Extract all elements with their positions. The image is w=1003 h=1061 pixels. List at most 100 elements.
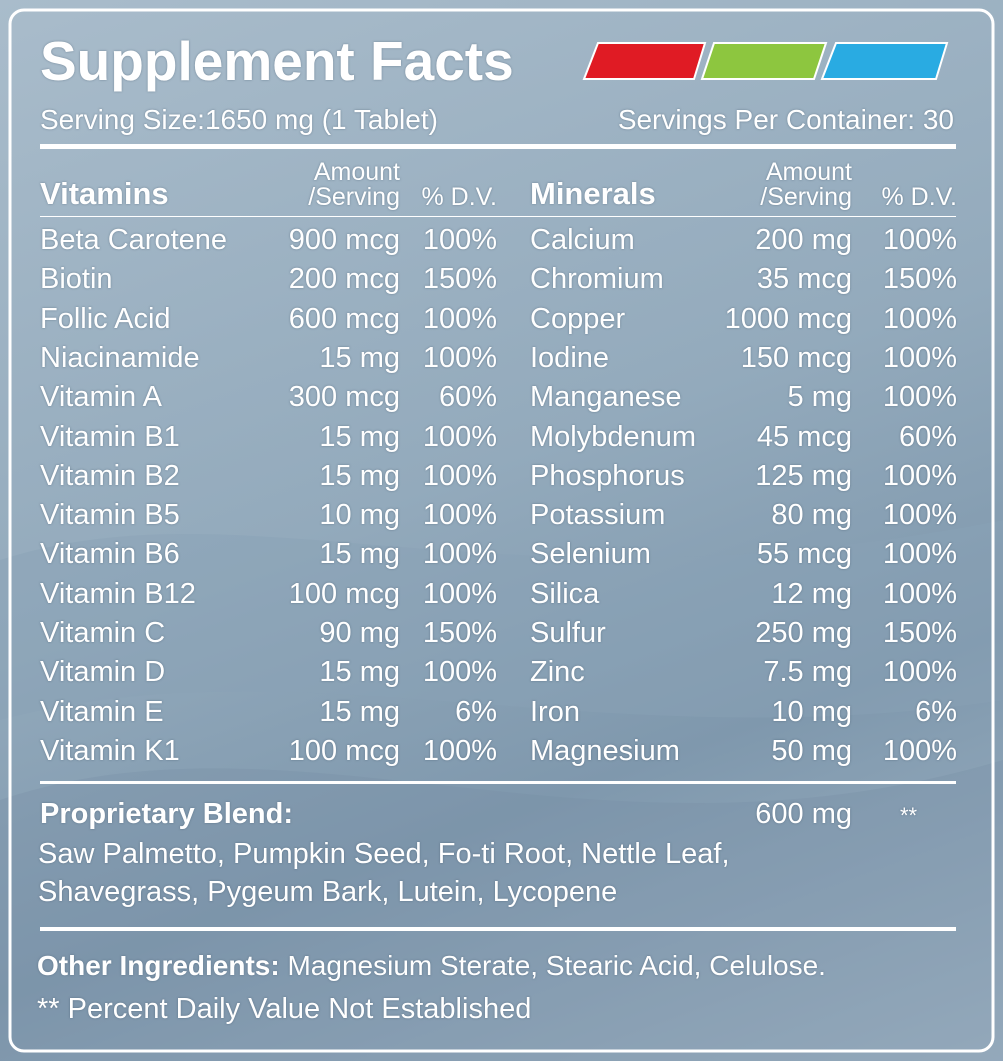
- nutrient-dv: 150%: [422, 617, 497, 649]
- nutrient-dv: 150%: [422, 263, 497, 296]
- nutrient-dv: 100%: [882, 499, 957, 532]
- nutrient-amount: 15 mg: [319, 459, 400, 492]
- section-heading: Minerals: [530, 176, 656, 211]
- serving-size: Serving Size:1650 mg (1 Tablet): [40, 104, 438, 135]
- nutrient-amount: 100 mcg: [288, 734, 400, 767]
- nutrient-dv: 6%: [915, 695, 957, 728]
- nutrient-dv: 100%: [422, 224, 497, 256]
- nutrient-dv: 150%: [882, 617, 957, 649]
- other-text: Magnesium Sterate, Stearic Acid, Celulos…: [287, 950, 826, 981]
- nutrient-amount: 150 mcg: [740, 341, 852, 374]
- other-label: Other Ingredients:: [37, 950, 280, 981]
- nutrient-amount: 7.5 mg: [763, 656, 852, 689]
- servings-per-container: Servings Per Container: 30: [617, 104, 954, 135]
- nutrient-amount: 300 mcg: [288, 381, 400, 414]
- nutrient-name: Manganese: [530, 381, 682, 414]
- nutrient-name: Vitamin B1: [40, 420, 180, 453]
- nutrient-amount: 50 mg: [771, 734, 852, 767]
- rule: [40, 144, 956, 149]
- nutrient-dv: 100%: [422, 734, 497, 767]
- nutrient-dv: 100%: [422, 577, 497, 610]
- title: Supplement Facts: [40, 30, 514, 92]
- nutrient-amount: 200 mcg: [288, 263, 400, 296]
- nutrient-name: Zinc: [530, 656, 585, 689]
- nutrient-name: Follic Acid: [40, 302, 171, 335]
- nutrient-amount: 15 mg: [319, 695, 400, 728]
- nutrient-amount: 250 mg: [755, 617, 852, 649]
- nutrient-amount: 15 mg: [319, 341, 400, 374]
- nutrient-name: Selenium: [530, 538, 651, 571]
- nutrient-name: Vitamin B6: [40, 538, 180, 571]
- nutrient-name: Niacinamide: [40, 341, 200, 374]
- nutrient-amount: 100 mcg: [288, 577, 400, 610]
- nutrient-name: Silica: [530, 577, 600, 610]
- nutrient-dv: 150%: [882, 263, 957, 296]
- nutrient-amount: 10 mg: [771, 695, 852, 728]
- nutrient-amount: 600 mcg: [288, 302, 400, 335]
- nutrient-name: Biotin: [40, 263, 113, 296]
- nutrient-name: Molybdenum: [530, 420, 697, 453]
- nutrient-dv: 100%: [882, 459, 957, 492]
- nutrient-name: Chromium: [530, 263, 664, 296]
- nutrient-amount: 1000 mcg: [724, 302, 852, 335]
- nutrient-name: Iodine: [530, 341, 610, 374]
- nutrient-amount: 80 mg: [771, 499, 852, 532]
- blend-label: Proprietary Blend:: [40, 798, 293, 830]
- nutrient-dv: 100%: [422, 656, 497, 689]
- amount-heading: /Serving: [308, 183, 400, 211]
- nutrient-dv: 100%: [422, 302, 497, 335]
- nutrient-dv: 100%: [422, 341, 497, 374]
- blend-ingredients: Shavegrass, Pygeum Bark, Lutein, Lycopen…: [38, 876, 618, 908]
- nutrient-dv: 100%: [422, 499, 497, 532]
- nutrient-name: Copper: [530, 302, 626, 335]
- nutrient-amount: 15 mg: [319, 420, 400, 453]
- amount-heading: Amount: [313, 158, 400, 186]
- nutrient-name: Vitamin B5: [40, 499, 180, 532]
- rule: [40, 216, 956, 217]
- nutrient-amount: 900 mcg: [288, 224, 400, 256]
- nutrient-name: Phosphorus: [530, 459, 685, 492]
- nutrient-dv: 100%: [882, 381, 957, 414]
- nutrient-name: Vitamin B12: [40, 577, 196, 610]
- nutrient-dv: 100%: [882, 577, 957, 610]
- nutrient-dv: 100%: [422, 420, 497, 453]
- amount-heading: /Serving: [760, 183, 852, 211]
- footnote: ** Percent Daily Value Not Established: [37, 993, 532, 1025]
- rule: [40, 927, 956, 931]
- rule: [40, 781, 956, 784]
- amount-heading: Amount: [765, 158, 852, 186]
- nutrient-dv: 100%: [422, 538, 497, 571]
- nutrient-name: Potassium: [530, 499, 666, 532]
- nutrient-dv: 100%: [882, 224, 957, 256]
- nutrient-name: Vitamin K1: [40, 734, 180, 767]
- nutrient-amount: 55 mcg: [756, 538, 852, 571]
- nutrient-name: Iron: [530, 695, 580, 728]
- dv-heading: % D.V.: [881, 183, 957, 211]
- nutrient-name: Magnesium: [530, 734, 680, 767]
- nutrient-name: Vitamin C: [40, 617, 166, 649]
- nutrient-amount: 12 mg: [771, 577, 852, 610]
- nutrient-name: Sulfur: [530, 617, 606, 649]
- nutrient-amount: 10 mg: [319, 499, 400, 532]
- nutrient-amount: 200 mg: [755, 224, 852, 256]
- nutrient-dv: 100%: [882, 302, 957, 335]
- nutrient-amount: 90 mg: [319, 617, 400, 649]
- nutrient-name: Beta Carotene: [40, 224, 228, 256]
- nutrient-name: Vitamin A: [40, 381, 162, 414]
- other-ingredients: Other Ingredients: Magnesium Sterate, St…: [37, 952, 826, 980]
- nutrient-dv: 60%: [898, 420, 957, 453]
- blend-dv: **: [900, 803, 918, 828]
- nutrient-dv: 100%: [882, 734, 957, 767]
- nutrient-amount: 35 mcg: [756, 263, 852, 296]
- nutrient-amount: 5 mg: [787, 381, 852, 414]
- nutrient-amount: 15 mg: [319, 656, 400, 689]
- nutrient-dv: 100%: [422, 459, 497, 492]
- nutrient-dv: 100%: [882, 538, 957, 571]
- nutrient-name: Calcium: [530, 224, 635, 256]
- nutrient-dv: 100%: [882, 656, 957, 689]
- nutrient-name: Vitamin D: [40, 656, 166, 689]
- nutrient-name: Vitamin E: [40, 695, 164, 728]
- nutrient-amount: 125 mg: [755, 459, 852, 492]
